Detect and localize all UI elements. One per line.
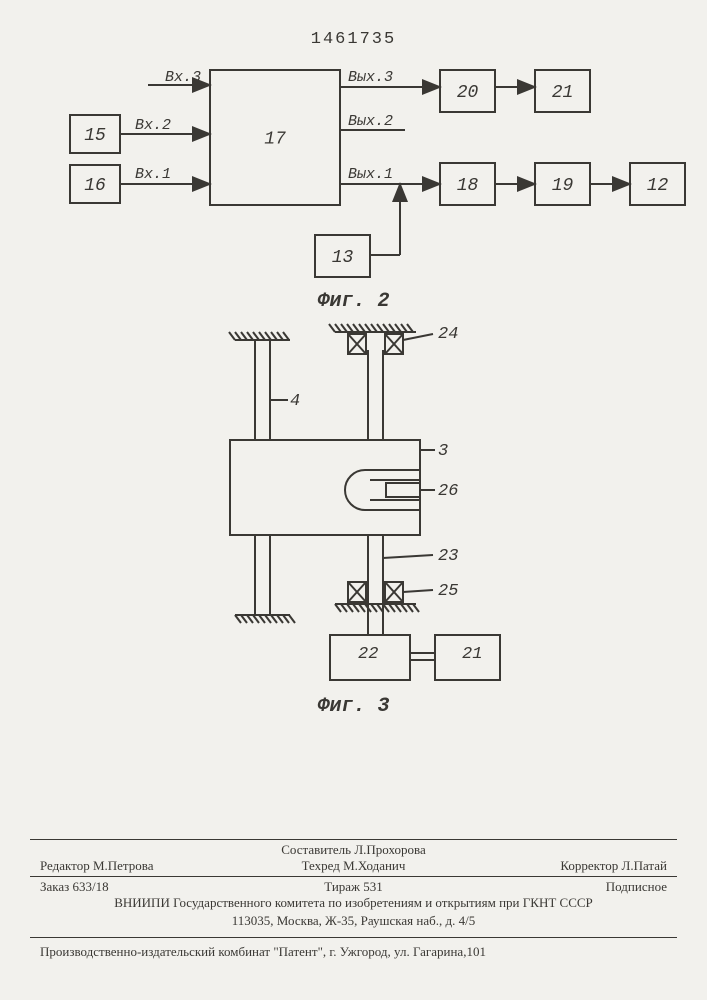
svg-text:4: 4 <box>290 392 300 411</box>
svg-text:17: 17 <box>264 130 286 150</box>
figure-2-diagram: 12 13 15 16 17 18 19 20 21 Вх.3 Вх.2 Вх.1 Вых.3 Вых.2… <box>40 55 690 285</box>
svg-text:Вых.3: Вых.3 <box>348 69 393 86</box>
svg-text:26: 26 <box>438 482 458 501</box>
svg-text:22: 22 <box>358 645 378 664</box>
corrector: Корректор Л.Патай <box>478 858 667 874</box>
svg-text:12: 12 <box>647 176 669 196</box>
footer: Составитель Л.Прохорова Редактор М.Петро… <box>0 837 707 1000</box>
credits-row: Редактор М.Петрова Техред М.Ходанич Корр… <box>0 858 707 874</box>
kombinat-line: Производственно-издательский комбинат "П… <box>0 940 707 1000</box>
svg-text:16: 16 <box>84 176 106 196</box>
svg-text:23: 23 <box>438 547 458 566</box>
org-line: ВНИИПИ Государственного комитета по изоб… <box>0 895 707 911</box>
figure-3-diagram: 3 4 21 22 23 24 25 26 <box>170 320 550 700</box>
svg-text:18: 18 <box>457 176 479 196</box>
tirazh: Тираж 531 <box>259 879 448 895</box>
figure-2-label: Фиг. 2 <box>0 290 707 313</box>
techred: Техред М.Ходанич <box>259 858 448 874</box>
svg-text:Вх.1: Вх.1 <box>135 166 171 183</box>
figure-3-label: Фиг. 3 <box>0 695 707 718</box>
page: 1461735 12 13 15 16 17 18 19 20 21 Вх.3 Вх.2 Вх.1 Вы… <box>0 0 707 1000</box>
svg-text:25: 25 <box>438 582 458 601</box>
subscription: Подписное <box>478 879 667 895</box>
svg-text:21: 21 <box>462 645 482 664</box>
editor: Редактор М.Петрова <box>40 858 229 874</box>
svg-text:21: 21 <box>552 83 574 103</box>
svg-text:Вх.2: Вх.2 <box>135 117 171 134</box>
order-row: Заказ 633/18 Тираж 531 Подписное <box>0 879 707 895</box>
svg-text:3: 3 <box>438 442 448 461</box>
svg-text:19: 19 <box>552 176 574 196</box>
svg-text:24: 24 <box>438 325 458 344</box>
svg-text:Вых.1: Вых.1 <box>348 166 393 183</box>
compiler-line: Составитель Л.Прохорова <box>0 842 707 858</box>
svg-text:15: 15 <box>84 126 106 146</box>
svg-text:20: 20 <box>457 83 479 103</box>
order: Заказ 633/18 <box>40 879 229 895</box>
patent-number: 1461735 <box>0 30 707 49</box>
svg-text:Вых.2: Вых.2 <box>348 113 393 130</box>
svg-text:Вх.3: Вх.3 <box>165 69 201 86</box>
address-line: 113035, Москва, Ж-35, Раушская наб., д. … <box>0 911 707 935</box>
svg-text:13: 13 <box>332 248 354 268</box>
